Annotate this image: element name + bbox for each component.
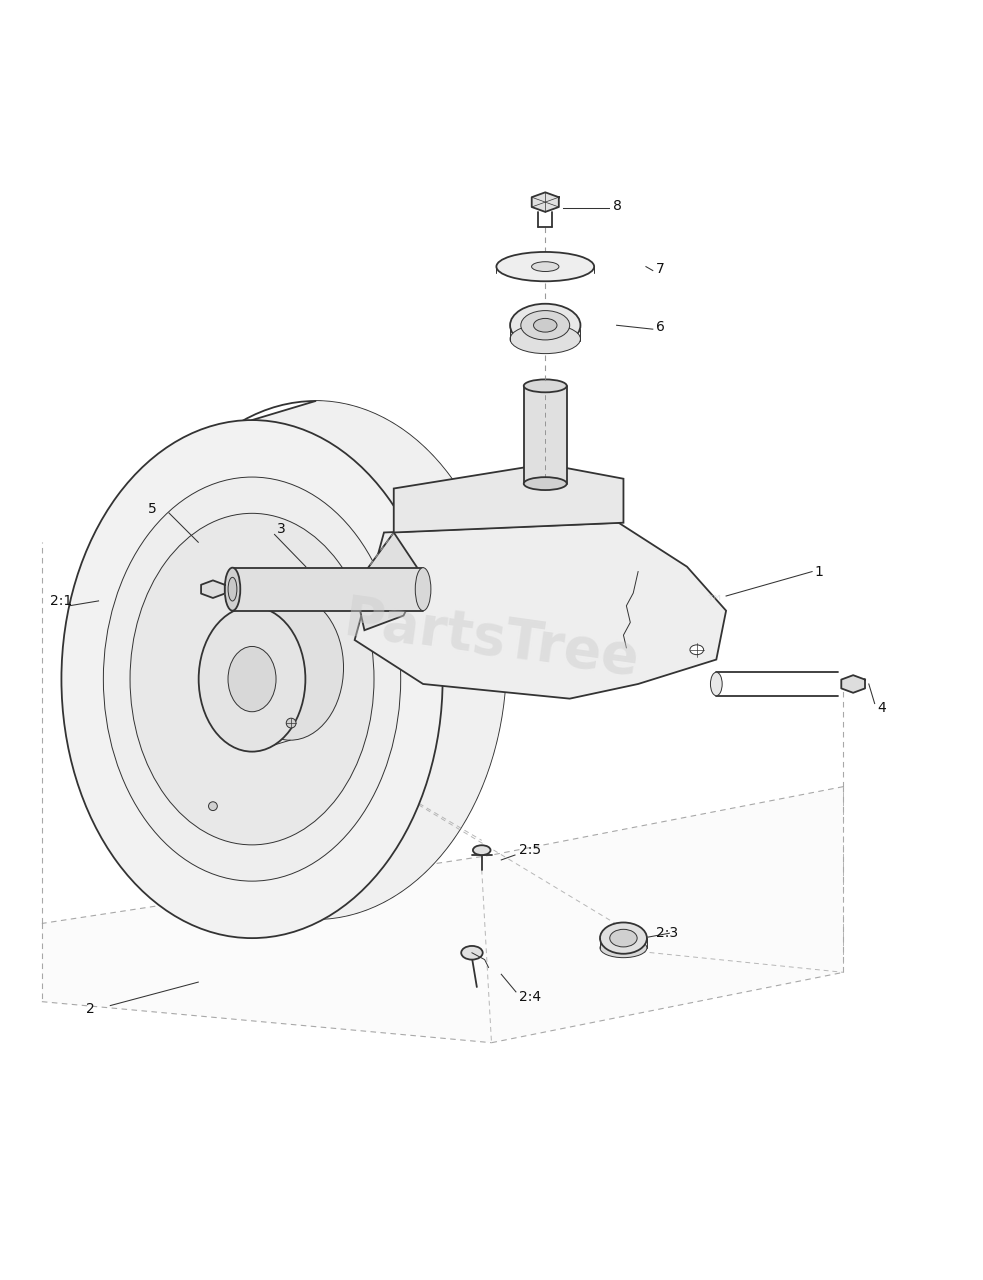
Ellipse shape (130, 513, 374, 845)
Polygon shape (355, 522, 726, 699)
Ellipse shape (228, 646, 276, 712)
Ellipse shape (690, 645, 704, 654)
Text: 5: 5 (147, 502, 156, 516)
Text: ™: ™ (706, 594, 723, 612)
Text: 2:1: 2:1 (50, 594, 72, 608)
Ellipse shape (510, 324, 580, 353)
Ellipse shape (496, 252, 594, 282)
Ellipse shape (461, 946, 483, 960)
Text: 6: 6 (656, 320, 665, 334)
Ellipse shape (600, 938, 647, 957)
Ellipse shape (534, 319, 557, 332)
Text: 2:3: 2:3 (656, 927, 678, 941)
Ellipse shape (103, 477, 401, 881)
Text: 4: 4 (878, 701, 887, 716)
Ellipse shape (524, 477, 567, 490)
Polygon shape (394, 465, 623, 532)
Ellipse shape (521, 311, 570, 340)
Polygon shape (524, 385, 567, 484)
Ellipse shape (61, 420, 442, 938)
Polygon shape (841, 675, 865, 692)
Text: 8: 8 (612, 198, 621, 212)
Text: 3: 3 (276, 521, 285, 535)
Text: 1: 1 (814, 564, 823, 579)
Polygon shape (202, 580, 225, 598)
Text: PartsTree: PartsTree (340, 593, 643, 687)
Ellipse shape (510, 303, 580, 347)
Ellipse shape (473, 845, 491, 855)
Ellipse shape (532, 261, 559, 271)
Polygon shape (42, 787, 843, 1043)
Ellipse shape (199, 607, 306, 751)
Text: 2: 2 (86, 1002, 94, 1016)
Ellipse shape (609, 929, 637, 947)
Ellipse shape (228, 577, 237, 602)
Ellipse shape (286, 718, 296, 728)
Ellipse shape (237, 595, 343, 740)
Polygon shape (232, 567, 423, 611)
Ellipse shape (415, 567, 431, 611)
Polygon shape (355, 532, 423, 630)
Text: 2:5: 2:5 (519, 844, 541, 858)
Ellipse shape (208, 801, 217, 810)
Polygon shape (532, 192, 558, 212)
Polygon shape (252, 401, 506, 938)
Ellipse shape (393, 589, 414, 603)
Ellipse shape (125, 401, 506, 919)
Ellipse shape (225, 567, 240, 611)
Ellipse shape (524, 379, 567, 392)
Text: 2:4: 2:4 (519, 989, 541, 1004)
Ellipse shape (711, 672, 723, 696)
Text: 7: 7 (656, 261, 665, 275)
Ellipse shape (600, 923, 647, 954)
